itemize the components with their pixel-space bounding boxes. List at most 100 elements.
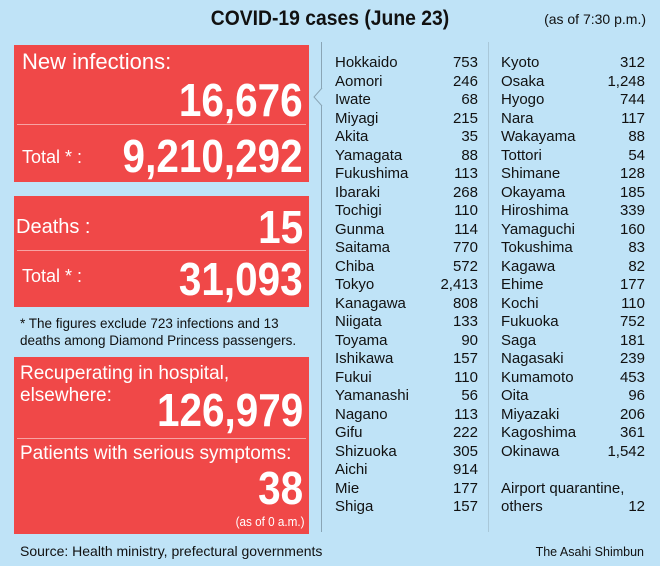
prefecture-value: 246 (452, 72, 478, 90)
bracket-notch (313, 88, 323, 106)
prefecture-row: Fukuoka 752 (501, 313, 645, 332)
prefecture-row: Okinawa 1,542 (501, 443, 645, 462)
prefecture-value: 215 (452, 109, 478, 127)
prefecture-value: 110 (454, 368, 478, 386)
prefecture-value: 752 (619, 313, 645, 330)
prefecture-name: Hyogo (501, 91, 545, 108)
prefecture-value: 82 (628, 257, 645, 275)
deaths-panel: Deaths : 15 Total * : 31,093 (14, 196, 309, 307)
prefecture-row: Kumamoto 453 (501, 369, 645, 388)
prefecture-row: Hyogo 744 (501, 91, 645, 110)
prefecture-name: Fukuoka (501, 313, 559, 330)
total-infections-label: Total * : (22, 147, 83, 167)
prefecture-value: 110 (621, 294, 645, 312)
source: Source: Health ministry, prefectural gov… (20, 543, 323, 559)
prefecture-value: 753 (452, 54, 478, 71)
prefecture-name: Okayama (501, 183, 566, 201)
prefecture-value: 160 (619, 220, 645, 238)
airport-label-2: others (501, 498, 543, 515)
prefecture-row: Tottori 54 (501, 147, 645, 166)
prefecture-row: Ehime 177 (501, 276, 645, 295)
prefecture-row: Ibaraki 268 (335, 184, 478, 203)
prefecture-row: Okayama 185 (501, 184, 645, 203)
prefecture-row: Hiroshima 339 (501, 202, 645, 221)
prefecture-name: Saitama (335, 239, 391, 256)
prefecture-value: 35 (461, 128, 478, 145)
serious-as-of: (as of 0 a.m.) (236, 514, 305, 529)
prefecture-value: 128 (619, 165, 645, 182)
prefecture-value: 744 (619, 91, 645, 108)
recuperating-panel: Recuperating in hospital, elsewhere: 126… (14, 357, 309, 534)
airport-row-2: others 12 (501, 498, 645, 517)
prefecture-name: Aomori (335, 72, 383, 90)
prefecture-value: 222 (452, 424, 478, 441)
prefecture-row: Niigata 133 (335, 313, 478, 332)
prefecture-row: Kyoto 312 (501, 54, 645, 73)
prefecture-name: Kagawa (501, 257, 556, 275)
footnote: * The figures exclude 723 infections and… (20, 316, 297, 348)
prefecture-name: Kagoshima (501, 424, 577, 441)
prefecture-name: Chiba (335, 257, 375, 275)
prefecture-row: Hokkaido 753 (335, 54, 478, 73)
prefecture-row: Nara 117 (501, 110, 645, 129)
prefecture-name: Shiga (335, 498, 374, 515)
prefecture-value: 90 (461, 331, 478, 349)
prefecture-name: Oita (501, 387, 529, 404)
prefecture-row: Wakayama 88 (501, 128, 645, 147)
prefecture-name: Aichi (335, 461, 368, 478)
prefecture-name: Yamagata (335, 146, 403, 164)
prefecture-name: Tochigi (335, 202, 382, 219)
prefecture-value: 110 (454, 202, 478, 219)
prefecture-value: 133 (452, 313, 478, 330)
prefecture-value: 206 (619, 405, 645, 423)
total-deaths-value: 31,093 (179, 253, 303, 305)
prefecture-name: Hokkaido (335, 54, 398, 71)
prefecture-row: Mie 177 (335, 480, 478, 499)
prefecture-value: 114 (454, 220, 478, 238)
prefecture-value: 185 (619, 183, 645, 201)
prefecture-name: Akita (335, 128, 369, 145)
prefecture-row: Aichi 914 (335, 461, 478, 480)
prefecture-name: Tokushima (501, 239, 573, 256)
prefecture-row: Gifu 222 (335, 424, 478, 443)
deaths-value: 15 (257, 201, 303, 253)
prefecture-value: 177 (619, 276, 645, 293)
prefecture-name: Nagasaki (501, 350, 564, 367)
prefecture-name: Toyama (335, 331, 388, 349)
prefecture-name: Ishikawa (335, 350, 394, 367)
prefecture-value: 157 (452, 350, 478, 367)
prefecture-name: Miyazaki (501, 405, 560, 423)
prefecture-value: 2,413 (440, 276, 478, 293)
prefecture-row: Nagano 113 (335, 406, 478, 425)
page-title: COVID-19 cases (June 23) (210, 7, 450, 30)
prefecture-value: 1,542 (607, 442, 645, 460)
prefecture-name: Fukui (335, 368, 372, 386)
prefecture-value: 339 (619, 202, 645, 219)
prefecture-row: Miyagi 215 (335, 110, 478, 129)
prefecture-name: Hiroshima (501, 202, 569, 219)
new-infections-value: 16,676 (179, 74, 303, 126)
prefecture-row: Miyazaki 206 (501, 406, 645, 425)
prefecture-value: 88 (628, 128, 645, 145)
prefecture-name: Tottori (501, 146, 542, 164)
prefecture-row: Tokushima 83 (501, 239, 645, 258)
prefecture-value: 1,248 (607, 72, 645, 90)
prefecture-row: Fukushima 113 (335, 165, 478, 184)
airport-row: Airport quarantine, (501, 480, 645, 499)
bracket-line (321, 42, 322, 532)
prefecture-value: 117 (621, 109, 645, 127)
prefecture-row: Oita 96 (501, 387, 645, 406)
prefecture-value: 157 (452, 498, 478, 515)
credit: The Asahi Shimbun (535, 545, 644, 559)
prefecture-row: Ishikawa 157 (335, 350, 478, 369)
prefecture-value: 361 (619, 424, 645, 441)
prefecture-value: 83 (628, 239, 645, 256)
prefecture-row: Iwate 68 (335, 91, 478, 110)
prefecture-name: Ibaraki (335, 183, 381, 201)
prefecture-name: Yamanashi (335, 387, 409, 404)
prefecture-value: 177 (452, 479, 478, 497)
prefecture-value: 54 (628, 146, 645, 164)
prefecture-value: 453 (619, 368, 645, 386)
total-deaths-label: Total * : (22, 266, 83, 286)
prefecture-name: Miyagi (335, 109, 379, 127)
